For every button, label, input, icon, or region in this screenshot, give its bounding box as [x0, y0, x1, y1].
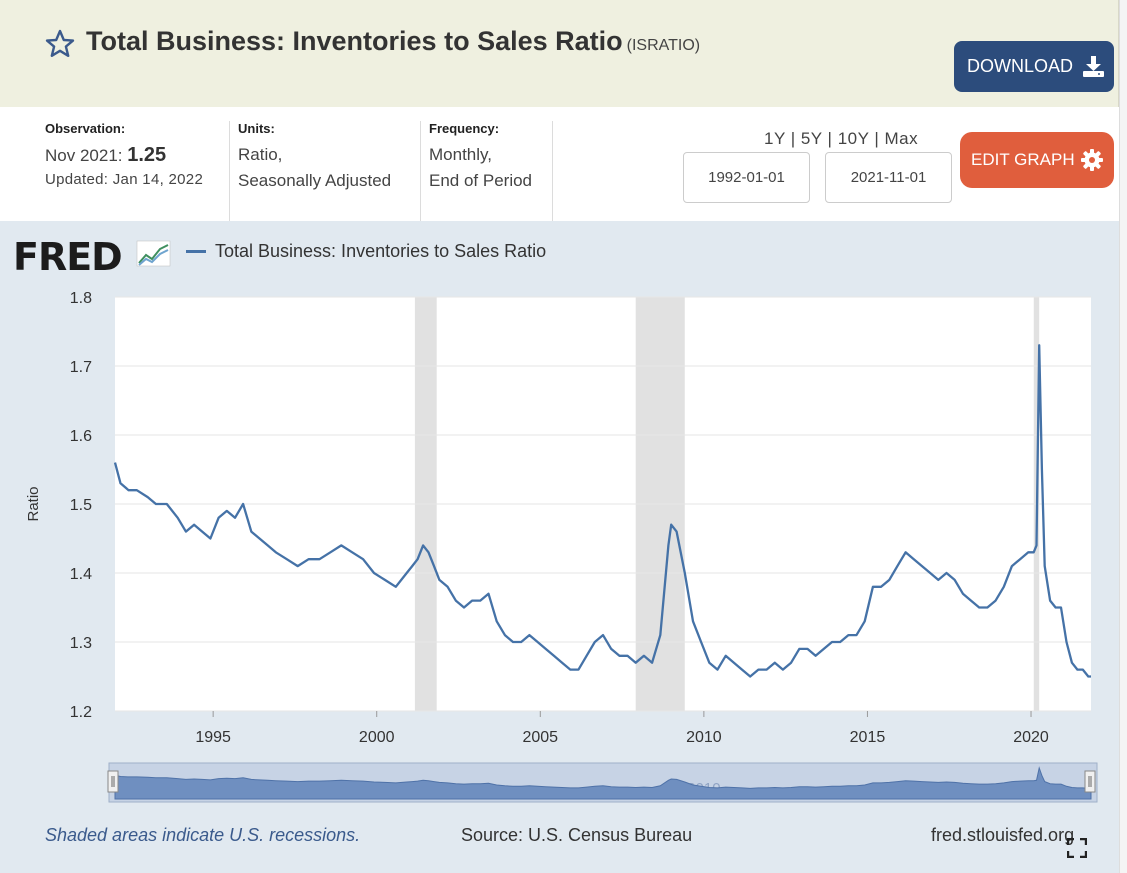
units-block: Units: Ratio, Seasonally Adjusted: [238, 121, 421, 221]
observation-block: Observation: Nov 2021: 1.25 Updated: Jan…: [45, 121, 230, 221]
observation-date: Nov 2021:: [45, 146, 123, 165]
x-tick-label: 2010: [686, 729, 722, 746]
frequency-block: Frequency: Monthly, End of Period: [429, 121, 553, 221]
observation-value: 1.25: [127, 144, 167, 166]
series-line[interactable]: [113, 344, 1091, 678]
navigator-series: [114, 766, 1092, 800]
frequency-label: Frequency:: [429, 121, 500, 136]
edit-graph-label: EDIT GRAPH: [971, 150, 1075, 169]
frequency-line1: Monthly,: [429, 145, 492, 164]
edit-graph-button[interactable]: EDIT GRAPH: [960, 132, 1114, 188]
fred-chart-icon: [136, 240, 171, 267]
observation-label: Observation:: [45, 121, 126, 136]
y-tick-label: 1.5: [70, 497, 92, 514]
x-tick-label: 1995: [195, 729, 231, 746]
observation-line: Nov 2021: 1.25: [45, 142, 229, 169]
x-tick-label: 2015: [850, 729, 886, 746]
end-date-input[interactable]: 2021-11-01: [825, 152, 952, 203]
gear-icon: [1080, 149, 1103, 171]
star-outline-icon[interactable]: [44, 28, 76, 60]
x-tick-label: 2020: [1013, 729, 1049, 746]
recession-note: Shaded areas indicate U.S. recessions.: [45, 825, 361, 845]
site-link[interactable]: fred.stlouisfed.org: [931, 825, 1075, 845]
fullscreen-icon[interactable]: [1067, 838, 1087, 858]
units-line2: Seasonally Adjusted: [238, 171, 392, 190]
updated-date: Updated: Jan 14, 2022: [45, 171, 204, 188]
download-icon: [1083, 55, 1105, 77]
download-label: DOWNLOAD: [967, 56, 1074, 76]
legend-label: Total Business: Inventories to Sales Rat…: [215, 241, 547, 261]
y-tick-label: 1.7: [70, 359, 92, 376]
x-axis-ticks: 1995 2000 2005 2010 2015 2020: [195, 711, 1049, 746]
frequency-line2: End of Period: [429, 171, 533, 190]
y-tick-label: 1.3: [70, 635, 92, 652]
fred-logo[interactable]: FRED: [13, 235, 123, 279]
line-chart[interactable]: 1.2 1.3 1.4 1.5 1.6 1.7 1.8 1995 2000 2005 2010 20…: [0, 280, 1119, 810]
y-axis-label: Ratio: [25, 486, 42, 521]
navigator-handle-left[interactable]: [107, 770, 119, 793]
units-line1: Ratio,: [238, 145, 283, 164]
y-tick-label: 1.2: [70, 704, 92, 721]
x-tick-label: 2000: [359, 729, 395, 746]
legend-swatch: [186, 250, 206, 253]
x-tick-label: 2005: [522, 729, 558, 746]
title-band: Total Business: Inventories to Sales Rat…: [0, 0, 1119, 107]
title-text: Total Business: Inventories to Sales Rat…: [86, 26, 623, 56]
y-tick-label: 1.4: [70, 566, 92, 583]
y-tick-label: 1.8: [70, 290, 92, 307]
page-scrollbar[interactable]: [1119, 0, 1127, 873]
page-title: Total Business: Inventories to Sales Rat…: [86, 26, 700, 57]
download-button[interactable]: DOWNLOAD: [954, 41, 1114, 92]
source-text: Source: U.S. Census Bureau: [461, 825, 693, 845]
units-label: Units:: [238, 121, 275, 136]
y-tick-label: 1.6: [70, 428, 92, 445]
start-date-input[interactable]: 1992-01-01: [683, 152, 810, 203]
y-axis-ticks: 1.2 1.3 1.4 1.5 1.6 1.7 1.8: [70, 290, 92, 721]
chart-legend: Total Business: Inventories to Sales Rat…: [186, 241, 546, 262]
range-links[interactable]: 1Y | 5Y | 10Y | Max: [764, 129, 919, 148]
series-id: (ISRATIO): [626, 37, 701, 54]
grid-lines: [115, 296, 1091, 712]
navigator-handle-right[interactable]: [1084, 770, 1096, 793]
